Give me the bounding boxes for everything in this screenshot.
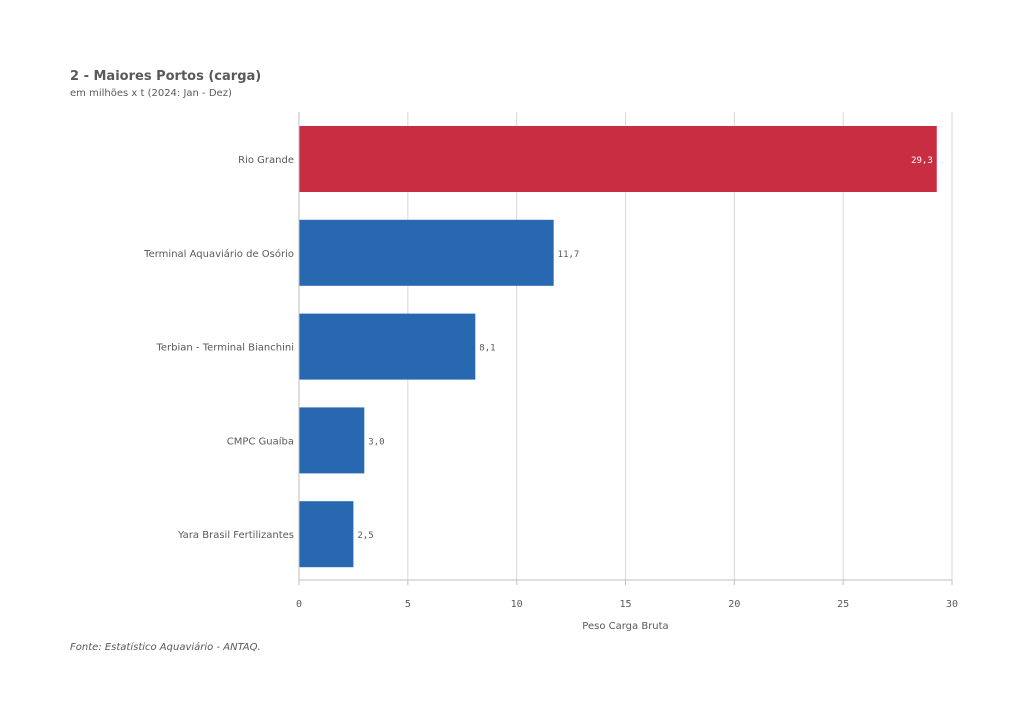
x-tick-label: 5 [405,599,411,610]
value-label-2: 8,1 [479,344,495,354]
x-tick-label: 20 [728,599,740,610]
bar-2 [299,313,476,380]
bars: 29,3 11,7 8,1 3,0 2,5 [299,126,937,568]
category-label-1: Terminal Aquaviário de Osório [143,248,294,260]
value-label-1: 11,7 [558,250,580,260]
category-label-2: Terbian - Terminal Bianchini [155,343,294,354]
chart-title: 2 - Maiores Portos (carga) [70,69,262,84]
x-tick-label: 15 [619,599,631,610]
category-label-3: CMPC Guaíba [227,435,294,447]
bar-4 [299,501,354,568]
value-label-3: 3,0 [368,437,384,447]
chart-subtitle: em milhões x t (2024: Jan - Dez) [70,88,232,99]
source-note: Fonte: Estatístico Aquaviário - ANTAQ. [70,642,261,653]
category-labels: Rio Grande Terminal Aquaviário de Osório T… [143,155,294,541]
bar-0 [299,126,937,192]
x-axis: 0 5 10 15 20 25 30 [296,112,958,610]
x-tick-label: 30 [946,599,958,610]
x-axis-title: Peso Carga Bruta [582,621,668,632]
value-label-4: 2,5 [357,531,373,541]
bar-1 [299,219,554,286]
value-label-0: 29,3 [911,156,933,166]
category-label-0: Rio Grande [238,155,294,166]
bar-3 [299,407,365,474]
x-tick-label: 0 [296,599,302,610]
category-label-4: Yara Brasil Fertilizantes [177,530,294,541]
x-tick-label: 10 [511,599,523,610]
x-tick-label: 25 [837,599,849,610]
